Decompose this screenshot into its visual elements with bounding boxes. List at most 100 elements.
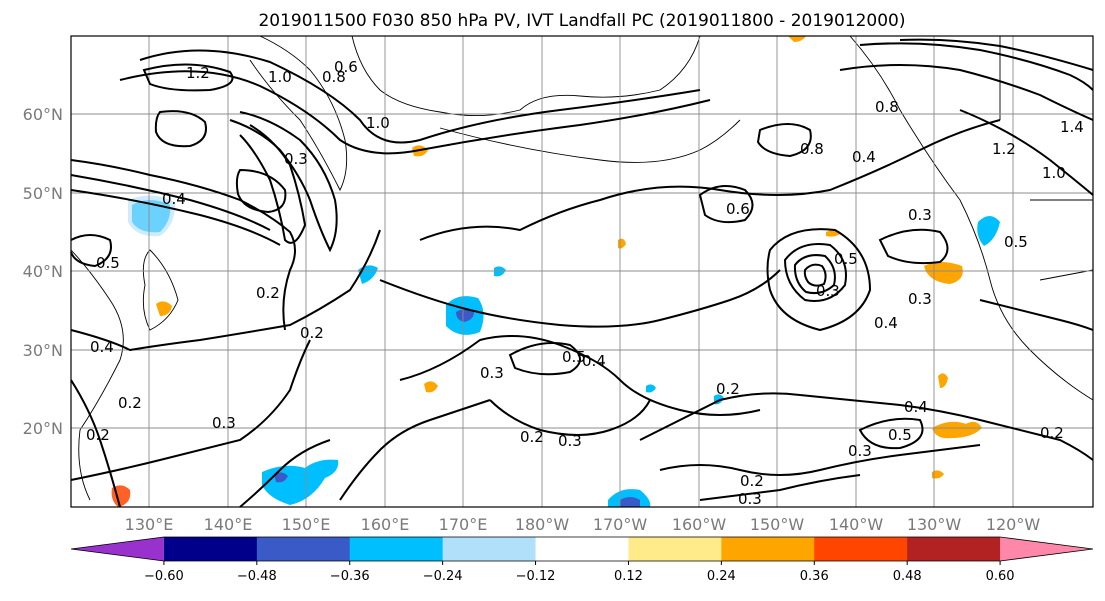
lon-label: 130°W	[907, 515, 962, 534]
contour-label: 0.3	[284, 150, 308, 168]
map-panel: 1.2 1.0 0.8 0.6 1.0 0.3 0.4 0.2 0.2 0.4 …	[70, 35, 1094, 508]
contour-label: 0.2	[716, 380, 740, 398]
contour-label: 0.3	[480, 364, 504, 382]
lon-label: 170°E	[439, 515, 488, 534]
colorbar-tick-label: −0.36	[330, 569, 370, 584]
colorbar-tick-label: −0.12	[516, 569, 556, 584]
lat-label: 50°N	[23, 184, 63, 203]
lon-label: 140°W	[829, 515, 884, 534]
contour-line	[756, 123, 812, 158]
colorbar-tick-label: 0.60	[986, 569, 1015, 584]
contour-line	[399, 335, 761, 416]
contour-line	[70, 189, 281, 246]
lon-label: 150°W	[750, 515, 805, 534]
shade-orange-japan	[156, 301, 172, 316]
contour-label: 0.5	[834, 250, 858, 268]
shade-orange-small-5	[932, 470, 944, 479]
colorbar-tick-label: −0.60	[144, 569, 184, 584]
shade-blue-south-west	[262, 459, 339, 505]
contour-label: 0.4	[874, 314, 898, 332]
lon-label: 170°W	[593, 515, 648, 534]
contour-line	[339, 399, 491, 501]
contour-label: 1.2	[992, 140, 1016, 158]
na-interior-border	[999, 36, 1094, 281]
colorbar-tick-label: −0.48	[237, 569, 277, 584]
contour-label: 0.2	[740, 472, 764, 490]
shade-orange-top	[788, 36, 806, 42]
contour-label: 1.2	[186, 64, 210, 82]
japan-coast	[142, 249, 179, 331]
contour-line	[70, 174, 271, 231]
contour-label: 0.8	[800, 140, 824, 158]
contour-line	[793, 254, 836, 295]
shade-darkblue-south-central	[620, 497, 640, 507]
contour-line	[489, 399, 651, 436]
contour-line	[858, 417, 924, 450]
colorbar-extend-min	[71, 537, 164, 561]
contour-label: 0.2	[86, 426, 110, 444]
lon-label: 160°E	[361, 515, 410, 534]
contour-line	[878, 228, 949, 265]
contour-line	[70, 229, 381, 352]
contour-label: 0.4	[852, 148, 876, 166]
contour-line	[899, 38, 1094, 71]
contour-line	[139, 49, 701, 144]
contour-line	[119, 70, 711, 155]
contour-label: 0.3	[908, 290, 932, 308]
shade-darkblue-central-pacific	[456, 309, 474, 322]
colorbar-swatch	[814, 537, 908, 561]
contour-label: 0.5	[888, 426, 912, 444]
contour-line	[70, 379, 121, 508]
shade-orange-mexico	[932, 421, 982, 439]
colorbar-swatch	[535, 537, 629, 561]
contour-line	[659, 444, 981, 476]
colorbar-swatch	[256, 537, 351, 561]
contour-line	[698, 185, 754, 224]
contour-line	[766, 228, 872, 332]
contour-line	[154, 110, 207, 148]
contour-line	[803, 263, 827, 287]
shade-blue-small-3	[646, 384, 656, 393]
contour-line	[70, 234, 112, 268]
colorbar-swatch	[628, 537, 722, 561]
contour-line	[379, 269, 781, 328]
contour-label: 1.4	[1060, 118, 1084, 136]
lon-label: 160°W	[672, 515, 727, 534]
contour-label: 0.8	[322, 68, 346, 86]
lon-label: 130°E	[125, 515, 174, 534]
contour-label: 0.2	[520, 428, 544, 446]
contour-label: 0.5	[562, 348, 586, 366]
colorbar-swatch	[907, 537, 1001, 561]
contour-line	[639, 392, 1094, 461]
aleutian-chain	[439, 119, 741, 163]
colorbar-swatch	[721, 537, 815, 561]
colorbar-tick-label: −0.24	[423, 569, 463, 584]
contour-label: 0.2	[300, 324, 324, 342]
contour-label: 0.8	[875, 98, 899, 116]
colorbar-swatch	[442, 537, 537, 561]
map-frame	[70, 35, 1094, 508]
pv-contours	[70, 38, 1094, 508]
colorbar-extend-max	[1000, 537, 1093, 561]
contour-label: 0.5	[96, 254, 120, 272]
figure-title: 2019011500 F030 850 hPa PV, IVT Landfall…	[258, 11, 905, 31]
colorbar-tick-label: 0.48	[893, 569, 922, 584]
shade-darkblue-south-west	[274, 472, 288, 483]
contour-label: 0.3	[558, 432, 582, 450]
graticule	[71, 36, 1093, 507]
contour-label: 0.2	[1040, 424, 1064, 442]
contour-line	[142, 63, 234, 92]
contour-label: 0.3	[738, 490, 762, 508]
colorbar-swatch	[349, 537, 444, 561]
contour-label: 0.3	[848, 442, 872, 460]
contour-label: 0.4	[162, 190, 186, 208]
contour-line	[839, 64, 1094, 121]
colorbar-tick-label: 0.36	[800, 569, 829, 584]
contour-label: 1.0	[366, 114, 390, 132]
contour-label: 0.4	[90, 338, 114, 356]
asia-coast	[70, 249, 124, 501]
lon-label: 140°E	[204, 515, 253, 534]
colorbar: −0.60 −0.48 −0.36 −0.24 −0.12 0.12 0.24 0.36 0.4…	[70, 536, 1094, 584]
contour-label: 0.4	[904, 398, 928, 416]
